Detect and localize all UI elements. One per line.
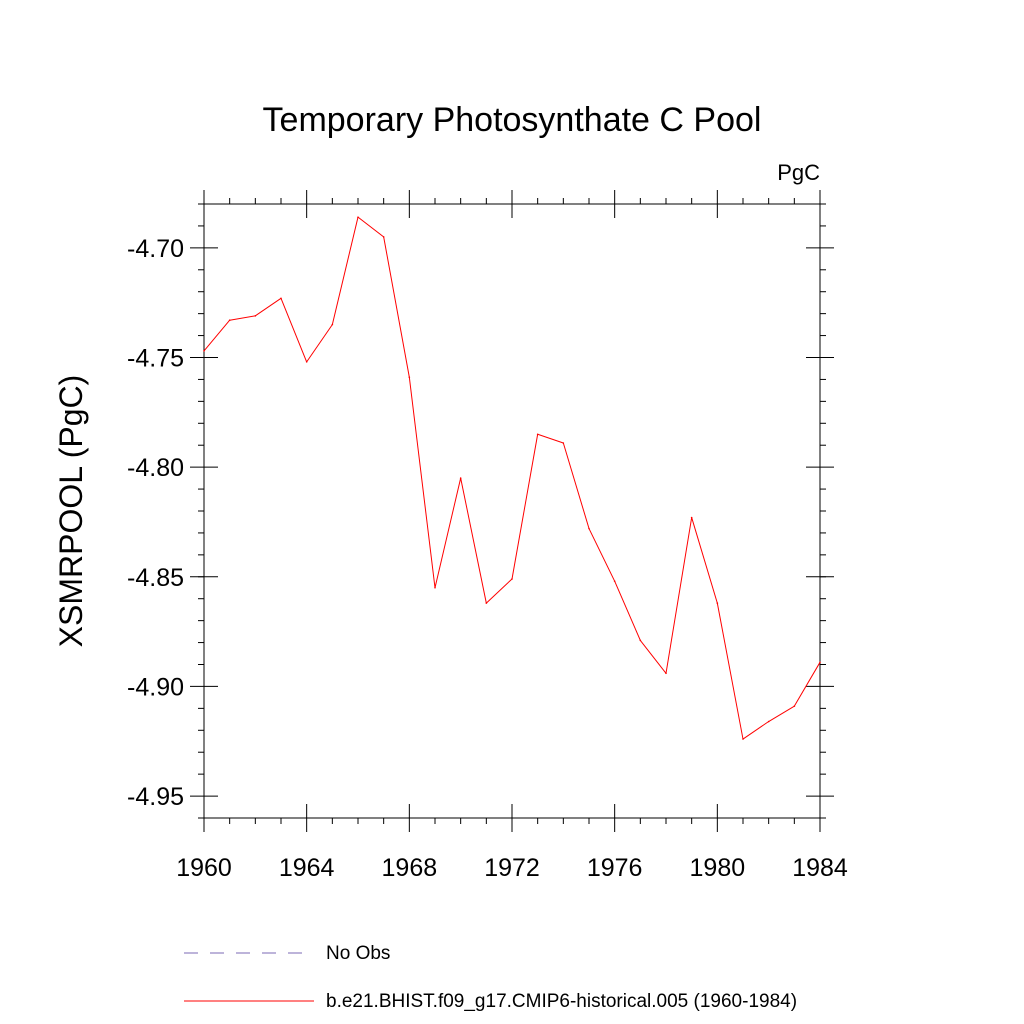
data-point — [588, 527, 590, 530]
data-point — [485, 602, 488, 604]
data-point — [562, 442, 565, 444]
y-tick-label: -4.90 — [127, 673, 184, 701]
y-tick-labels: -4.70 -4.75 -4.80 -4.85 -4.90 -4.95 — [127, 235, 184, 811]
data-point — [742, 738, 744, 740]
y-tick-label: -4.85 — [127, 564, 184, 592]
x-tick-label: 1960 — [176, 854, 232, 882]
legend-label-no-obs: No Obs — [326, 943, 390, 964]
series-layer — [203, 216, 821, 740]
units-label: PgC — [777, 160, 820, 185]
x-tick-label: 1972 — [484, 854, 540, 882]
plot-frame — [203, 203, 821, 819]
data-point — [819, 661, 821, 664]
data-point — [793, 705, 796, 707]
x-tick-label: 1964 — [279, 854, 335, 882]
data-point — [613, 580, 616, 582]
legend-label-historical: b.e21.BHIST.f09_g17.CMIP6-historical.005… — [326, 991, 797, 1012]
data-point — [536, 433, 539, 436]
data-point — [305, 361, 308, 363]
chart-title: Temporary Photosynthate C Pool — [263, 101, 762, 139]
data-point — [254, 315, 257, 317]
data-point — [665, 672, 667, 675]
x-tick-label: 1980 — [690, 854, 746, 882]
data-point — [382, 236, 385, 238]
data-point — [203, 350, 205, 352]
y-tick-label: -4.80 — [127, 454, 184, 482]
y-tick-label: -4.75 — [127, 345, 184, 373]
data-point — [228, 319, 231, 322]
data-point — [639, 639, 642, 642]
data-point — [357, 216, 359, 218]
axis-ticks — [190, 190, 834, 832]
y-tick-label: -4.95 — [127, 783, 184, 811]
data-point — [690, 516, 693, 519]
data-point — [280, 297, 282, 300]
x-tick-label: 1976 — [587, 854, 643, 882]
data-point — [331, 323, 334, 326]
x-tick-label: 1968 — [382, 854, 438, 882]
series-line-historical — [203, 216, 821, 740]
data-point — [511, 578, 513, 580]
y-tick-label: -4.70 — [127, 235, 184, 263]
legend: No Obs b.e21.BHIST.f09_g17.CMIP6-histori… — [184, 943, 797, 1012]
y-axis-label: XSMRPOOL (PgC) — [53, 375, 89, 648]
data-point — [408, 376, 411, 379]
data-point — [434, 586, 436, 589]
x-tick-labels: 1960 1964 1968 1972 1976 1980 1984 — [176, 854, 848, 882]
data-point — [716, 602, 719, 604]
x-tick-label: 1984 — [792, 854, 848, 882]
data-point — [767, 720, 770, 723]
data-point — [459, 477, 462, 479]
